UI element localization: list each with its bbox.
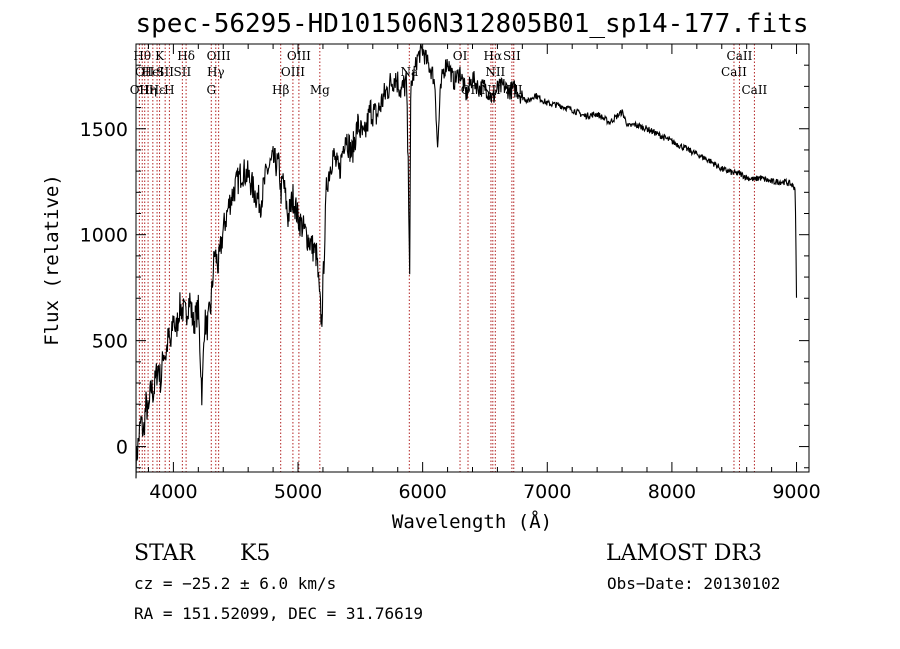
spectral-line-label: K: [155, 49, 165, 63]
spectral-line-label: NII: [485, 65, 505, 79]
spectral-line-label: CaII: [721, 65, 747, 79]
y-tick-label: 0: [116, 437, 128, 459]
chart-title: spec-56295-HD101506N312805B01_sp14-177.f…: [135, 9, 808, 39]
spectrum-line: [135, 43, 798, 479]
spectral-line-label: SII: [156, 65, 174, 79]
spectral-line-label: Hε: [149, 83, 166, 97]
x-tick-label: 9000: [772, 481, 820, 503]
spectral-line-label: Hδ: [177, 49, 195, 63]
spectral-line-label: OIII: [207, 49, 231, 63]
x-axis: 4000 5000 6000 7000 8000 9000: [147, 44, 821, 503]
redshift-cz: cz = −25.2 ± 6.0 km/s: [134, 574, 336, 593]
survey-name: LAMOST DR3: [606, 541, 762, 566]
x-tick-label: 5000: [274, 481, 322, 503]
plot-frame: [135, 43, 810, 473]
spectral-line-label: SII: [503, 49, 521, 63]
y-axis-label: Flux (relative): [41, 174, 63, 346]
spectral-line-label: Mg: [310, 83, 330, 97]
x-tick-label: 4000: [149, 481, 197, 503]
x-tick-label: 8000: [648, 481, 696, 503]
y-tick-label: 500: [92, 331, 128, 353]
spectral-line-label: OI: [453, 49, 468, 63]
x-tick-label: 7000: [523, 481, 571, 503]
series-layer: [135, 43, 798, 479]
spectral-line-label: CaII: [727, 49, 753, 63]
spectral-line-label: SII: [174, 65, 192, 79]
spectral-line-label: OIII: [281, 65, 305, 79]
spectral-line-label: G: [206, 83, 216, 97]
spectral-line-label: H: [164, 83, 174, 97]
x-axis-label: Wavelength (Å): [392, 510, 552, 533]
spectral-line-label: OII: [135, 65, 155, 79]
spectral-lines-layer: OIIHθOIIHηHeIHεKSIIHHδSIIGHγOIIIHβOIIIOI…: [130, 44, 768, 472]
y-tick-label: 1000: [80, 225, 128, 247]
object-subclass: K5: [240, 541, 270, 566]
y-tick-label: 1500: [80, 119, 128, 141]
spectral-line-label: CaII: [741, 83, 767, 97]
spectral-line-label: OIII: [287, 49, 311, 63]
object-class: STAR: [134, 541, 196, 566]
obs-date: Obs−Date: 20130102: [607, 574, 780, 593]
spectral-line-label: Hθ: [133, 49, 151, 63]
coordinates: RA = 151.52099, DEC = 31.76619: [134, 604, 423, 623]
spectral-line-label: Hα: [484, 49, 503, 63]
spectral-line-label: Hβ: [272, 83, 289, 97]
spectral-line-label: Hγ: [207, 65, 225, 79]
spectral-line-label: HeI: [142, 65, 165, 79]
y-axis: 0 500 1000 1500: [80, 43, 809, 469]
x-tick-label: 6000: [398, 481, 446, 503]
